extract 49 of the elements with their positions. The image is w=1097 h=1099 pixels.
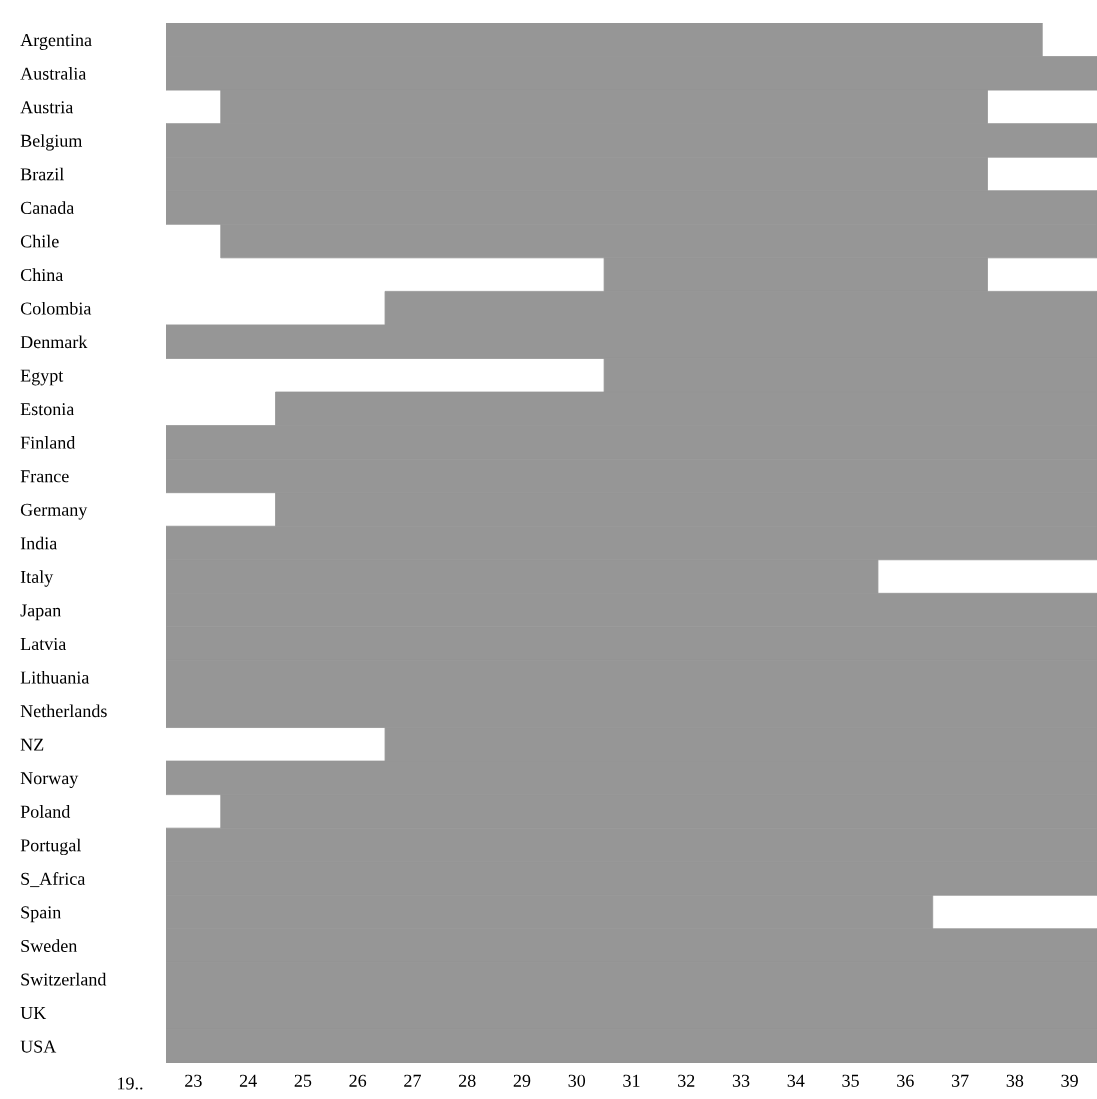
x-tick-label: 33	[732, 1074, 750, 1087]
y-tick-label: UK	[20, 1007, 47, 1020]
y-tick-label: USA	[20, 1040, 57, 1053]
y-tick-label: Austria	[20, 101, 74, 114]
x-tick-label: 26	[349, 1074, 367, 1087]
x-tick-label: 31	[623, 1074, 640, 1087]
x-tick-label: 39	[1061, 1074, 1078, 1087]
y-tick-label: Lithuania	[20, 670, 90, 684]
y-tick-label: Sweden	[21, 939, 78, 953]
x-tick-label: 32	[678, 1074, 695, 1087]
y-tick-label: Argentina	[20, 34, 92, 50]
x-tick-label: 28	[458, 1074, 476, 1087]
x-tick-label: 24	[239, 1074, 257, 1087]
x-tick-label: 35	[842, 1074, 859, 1087]
y-tick-label: NZ	[20, 738, 44, 751]
y-tick-label: Denmark	[20, 335, 88, 349]
y-tick-label: Chile	[20, 234, 59, 248]
x-tick-label: 37	[951, 1074, 969, 1087]
y-tick-label: Estonia	[20, 403, 75, 416]
y-tick-label: Norway	[20, 772, 79, 788]
y-tick-label: Colombia	[20, 301, 92, 315]
x-tick-label: 34	[787, 1074, 805, 1087]
y-tick-label: China	[20, 268, 64, 282]
y-tick-label: S_Africa	[21, 872, 86, 888]
x-tick-label: 25	[294, 1074, 312, 1087]
y-tick-label: Finland	[20, 436, 76, 449]
y-tick-label: Germany	[20, 503, 88, 520]
x-tick-label: 27	[404, 1074, 421, 1087]
y-tick-label: Spain	[21, 906, 62, 923]
x-tick-label: 30	[568, 1074, 586, 1087]
y-tick-label: France	[20, 470, 69, 483]
y-tick-label: Japan	[20, 604, 61, 621]
x-tick-label: 23	[185, 1074, 202, 1087]
text: 19..	[118, 1077, 143, 1090]
y-tick-label: Poland	[20, 805, 71, 818]
y-tick-label: Switzerland	[21, 972, 107, 986]
y-tick-label: Egypt	[20, 369, 64, 386]
x-tick-label: 36	[897, 1074, 914, 1087]
y-tick-label: Canada	[20, 201, 75, 214]
y-tick-label: India	[20, 536, 58, 550]
y-tick-label: Italy	[20, 570, 54, 587]
y-tick-label: Belgium	[20, 134, 83, 151]
x-tick-label: 38	[1006, 1074, 1024, 1087]
x-tick-label: 29	[513, 1074, 531, 1087]
y-tick-label: Australia	[20, 67, 87, 80]
y-tick-label: Brazil	[20, 167, 64, 181]
y-tick-label: Latvia	[20, 637, 67, 651]
y-tick-label: Netherlands	[20, 704, 107, 718]
y-tick-label: Portugal	[20, 838, 81, 856]
